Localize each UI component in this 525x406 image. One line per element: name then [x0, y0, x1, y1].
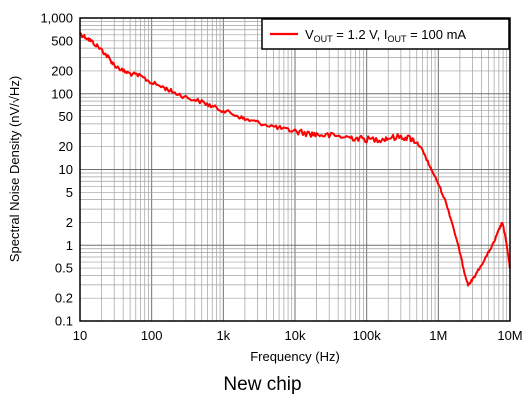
x-tick-labels: 10 100 1k 10k 100k 1M 10M	[73, 328, 523, 343]
y-tick-labels: 0.1 0.2 0.5 1 2 5 10 20 50 100 200 500 1,000	[40, 11, 73, 329]
y-tick-label: 50	[59, 109, 73, 124]
y-tick-label: 10	[59, 162, 73, 177]
series-layer	[79, 32, 511, 287]
x-tick-label: 100	[141, 328, 163, 343]
grid-lines	[80, 18, 510, 321]
y-tick-label: 0.5	[55, 261, 73, 276]
y-tick-label: 0.2	[55, 291, 73, 306]
y-tick-label: 5	[66, 185, 73, 200]
x-tick-label: 1M	[429, 328, 447, 343]
x-tick-label: 100k	[353, 328, 382, 343]
y-tick-label: 20	[59, 139, 73, 154]
plot-frame	[79, 17, 511, 322]
legend-i-subscript: OUT	[387, 34, 407, 44]
legend: VOUT = 1.2 V, IOUT = 100 mA	[261, 18, 510, 50]
noise-density-chart: 10 100 1k 10k 100k 1M 10M 0.1 0.2 0.5 1 2 5 10 20 50 10…	[7, 11, 523, 365]
legend-box	[261, 18, 510, 50]
legend-i-rest: = 100 mA	[406, 27, 466, 42]
y-tick-label: 1	[66, 238, 73, 253]
legend-v-rest: = 1.2 V, I	[333, 27, 388, 42]
y-tick-label: 100	[51, 86, 73, 101]
y-tick-label: 2	[66, 215, 73, 230]
figure-caption: New chip	[223, 374, 302, 395]
y-tick-label: 500	[51, 33, 73, 48]
legend-v-subscript: OUT	[314, 34, 334, 44]
y-axis-title: Spectral Noise Density (nV/√Hz)	[7, 76, 22, 262]
y-tick-label: 1,000	[40, 11, 73, 26]
x-tick-label: 1k	[216, 328, 230, 343]
x-tick-label: 10	[73, 328, 87, 343]
y-tick-label: 200	[51, 63, 73, 78]
series-line	[79, 32, 511, 287]
y-tick-label: 0.1	[55, 314, 73, 329]
x-tick-label: 10M	[497, 328, 522, 343]
x-axis-title: Frequency (Hz)	[250, 349, 340, 364]
legend-entry-label: VOUT = 1.2 V, IOUT = 100 mA	[305, 27, 466, 44]
legend-v: V	[305, 27, 314, 42]
x-tick-label: 10k	[285, 328, 306, 343]
